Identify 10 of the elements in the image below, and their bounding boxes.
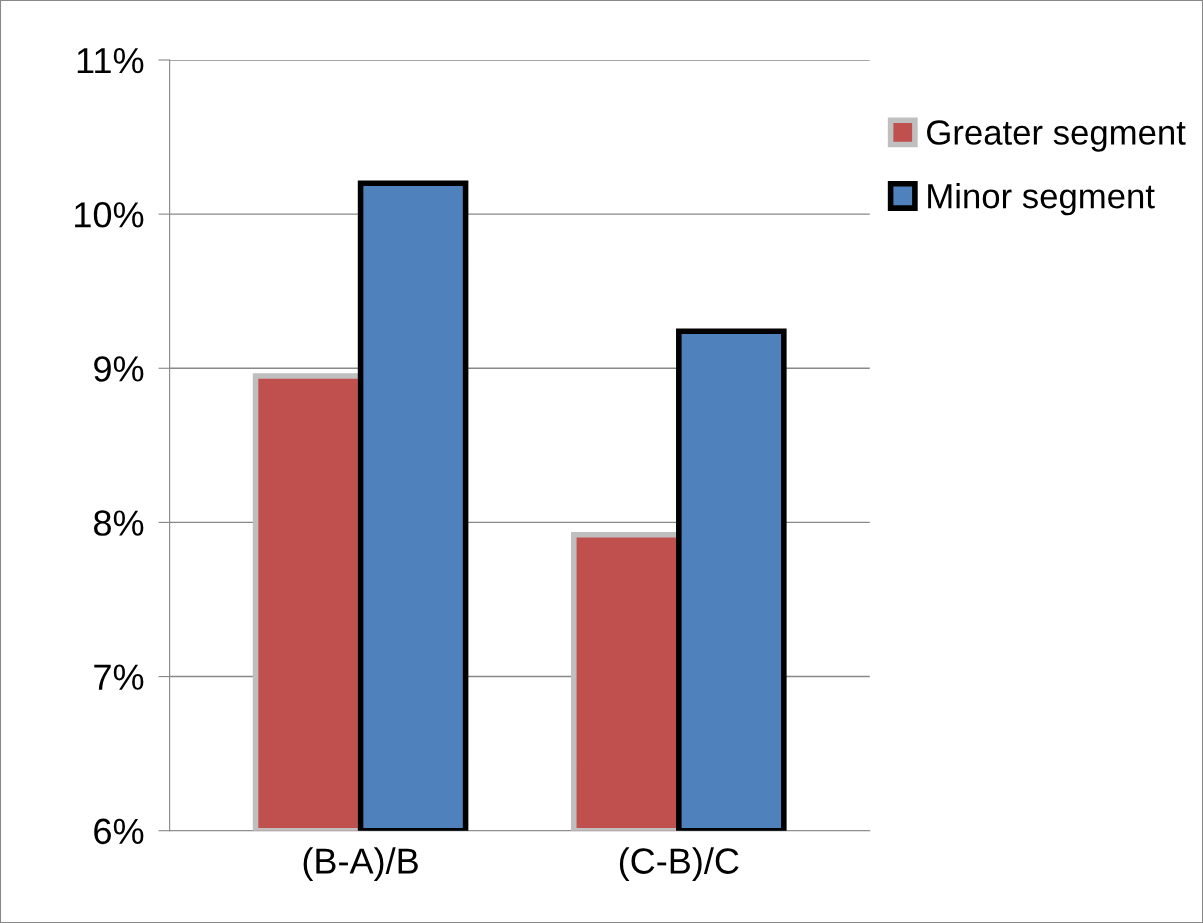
y-tick-label: 8% <box>94 510 144 536</box>
y-tick-label: 6% <box>94 818 144 845</box>
legend-label: Greater segment <box>927 120 1186 152</box>
y-tick-label: 7% <box>94 664 144 690</box>
legend-label: Minor segment <box>928 182 1155 216</box>
x-tick-label: (B-A)/B <box>303 847 418 882</box>
x-tick-label: (C-B)/C <box>619 847 739 882</box>
y-tick-label: 11% <box>77 48 144 74</box>
y-tick-label: 9% <box>94 356 144 382</box>
y-tick-label: 10% <box>75 202 144 228</box>
